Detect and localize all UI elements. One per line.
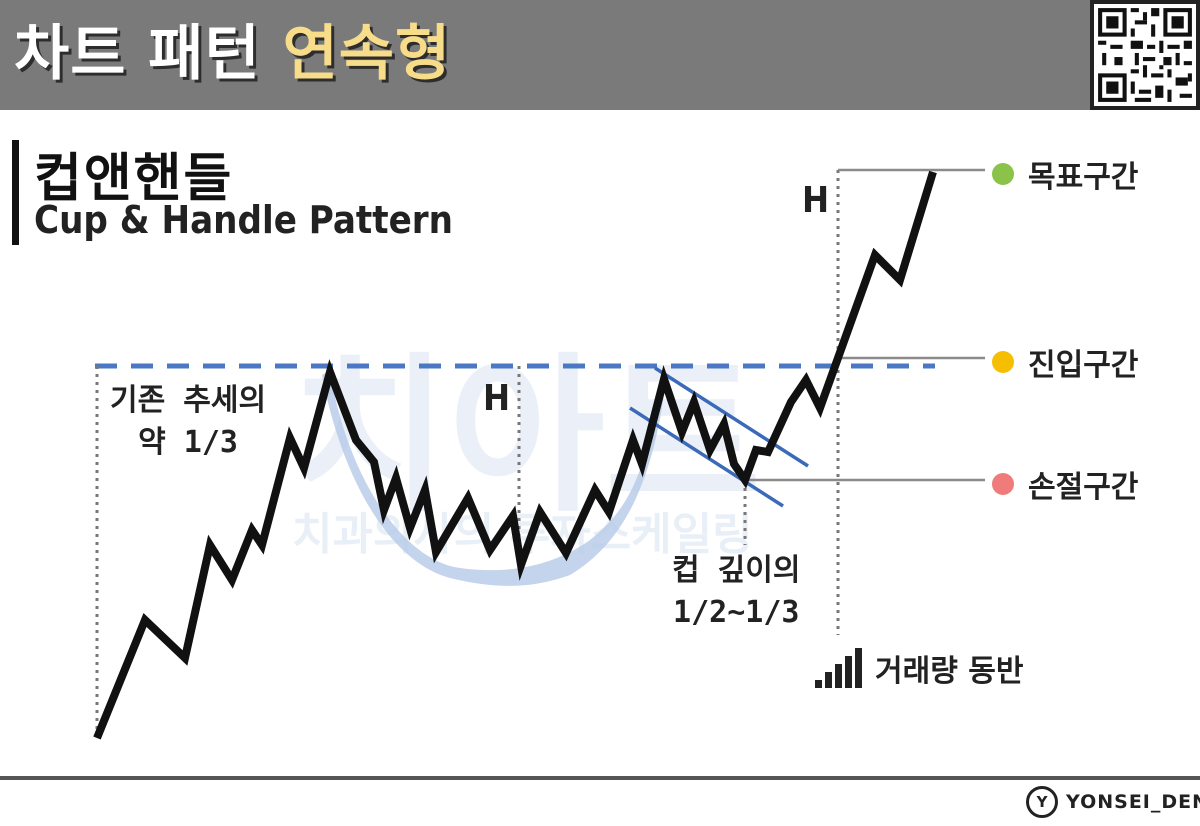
entry-zone-dot	[992, 351, 1014, 373]
handle-channel-upper	[654, 366, 809, 468]
target-zone: 목표구간	[992, 152, 1138, 196]
cup-depth-line1: 컵 깊이의	[672, 553, 801, 588]
target-zone-dot	[992, 163, 1014, 185]
volume-note: 거래량 동반	[815, 646, 1023, 690]
page-title: 차트 패턴 연속형	[14, 14, 451, 94]
section-subtitle: Cup & Handle Pattern	[34, 198, 453, 242]
stop-loss-zone-label: 손절구간	[1028, 470, 1139, 505]
brand-logo-icon: Y	[1026, 786, 1058, 818]
volume-label: 거래량 동반	[875, 654, 1024, 689]
price-line	[93, 170, 937, 740]
prior-trend-line1: 기존 추세의	[110, 383, 267, 418]
qr-code-icon[interactable]	[1090, 0, 1200, 110]
target-height-mark: H	[802, 180, 830, 221]
prior-trend-note: 기존 추세의 약 1/3	[110, 380, 266, 464]
stop-loss-zone: 손절구간	[992, 462, 1138, 506]
entry-zone: 진입구간	[992, 340, 1138, 384]
section-accent-bar	[12, 140, 19, 245]
cup-depth-line2: 1/2~1/3	[673, 595, 800, 630]
section-title: 컵앤핸들	[34, 149, 234, 209]
footer-divider	[0, 776, 1200, 780]
title-main: 차트 패턴	[14, 19, 261, 89]
header-bar: 차트 패턴 연속형	[0, 0, 1200, 110]
title-highlight: 연속형	[282, 19, 452, 89]
cup-height-mark: H	[483, 378, 511, 419]
stop-loss-zone-dot	[992, 473, 1014, 495]
brand-name: YONSEI_DENT	[1066, 791, 1200, 813]
target-zone-label: 목표구간	[1028, 160, 1139, 195]
brand: Y YONSEI_DENT	[1026, 786, 1200, 818]
prior-trend-line2: 약 1/3	[138, 425, 238, 460]
volume-bars-icon	[815, 648, 865, 688]
entry-zone-label: 진입구간	[1028, 348, 1139, 383]
cup-depth-note: 컵 깊이의 1/2~1/3	[672, 550, 800, 634]
